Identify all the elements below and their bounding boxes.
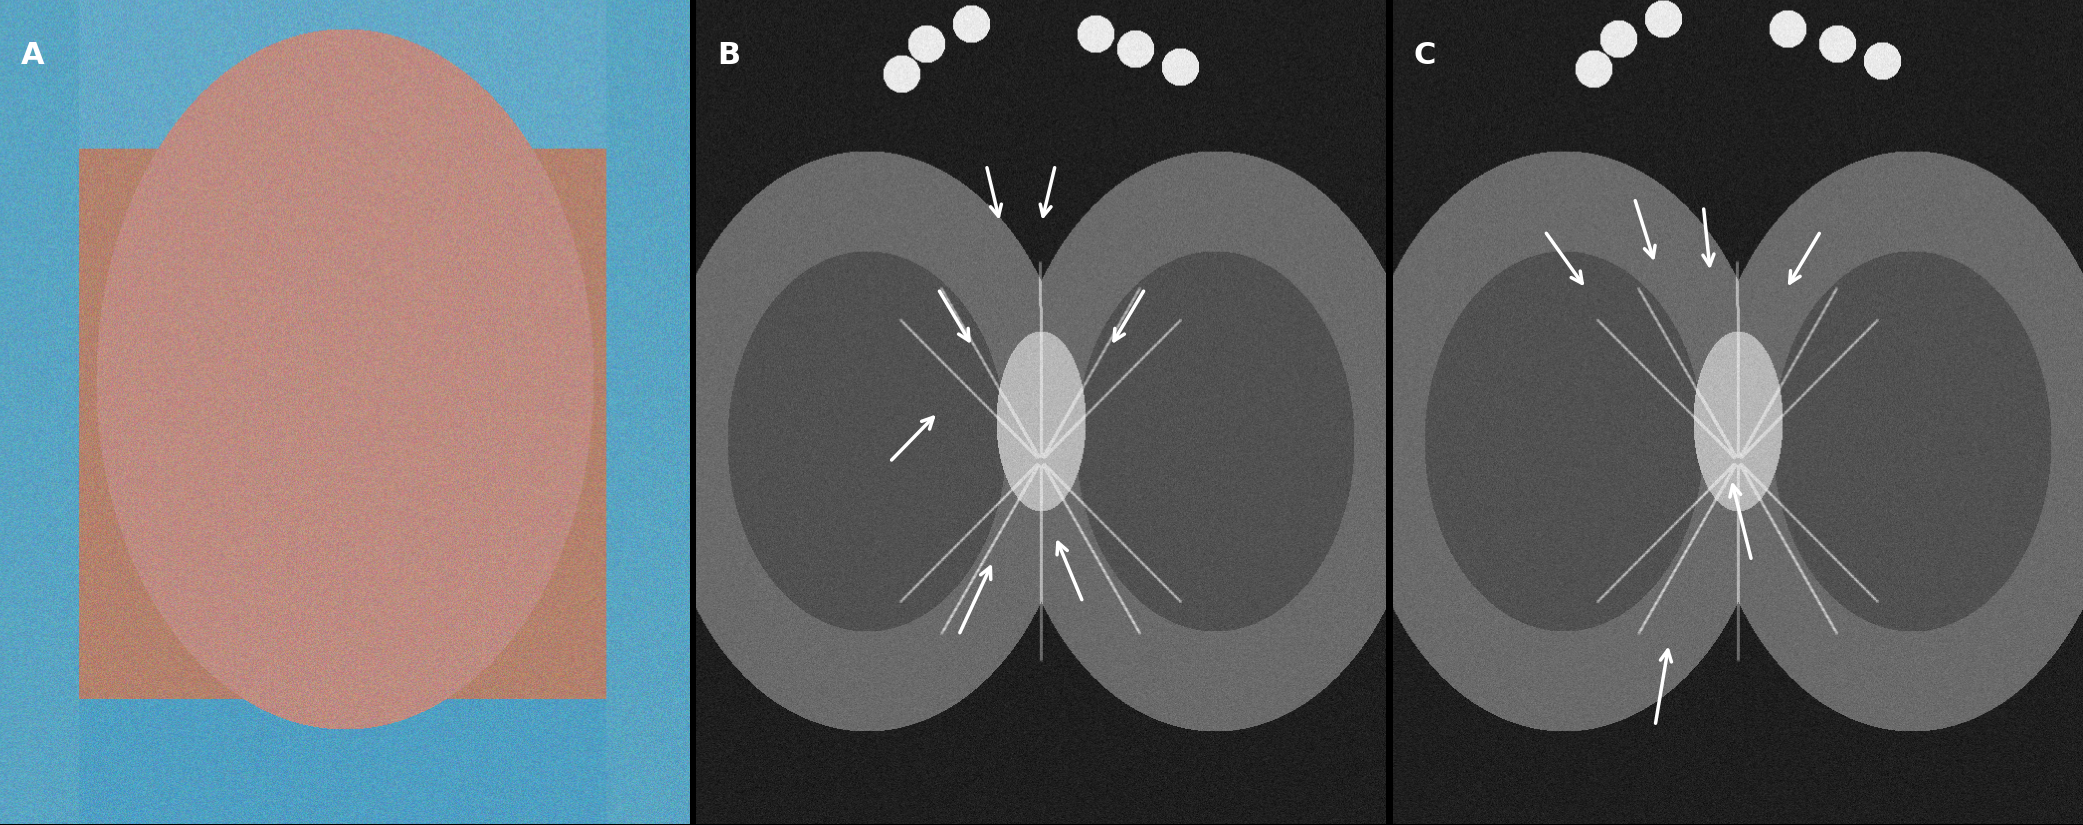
Text: A: A bbox=[21, 41, 44, 70]
Text: C: C bbox=[1414, 41, 1435, 70]
Text: B: B bbox=[717, 41, 739, 70]
